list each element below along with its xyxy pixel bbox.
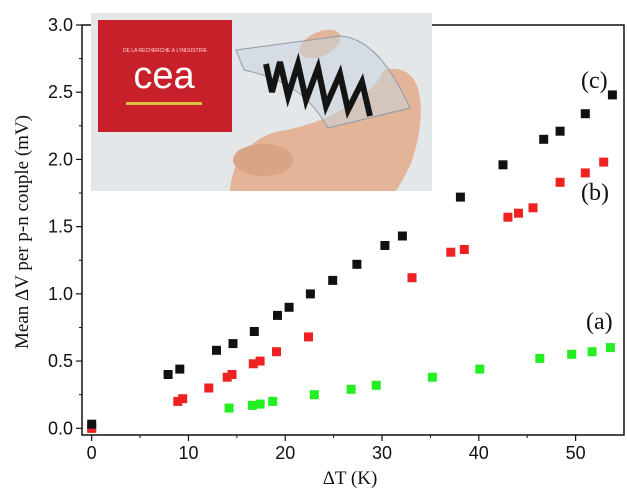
x-axis-label: ΔT (K) <box>323 468 378 489</box>
series-label-b: (b) <box>581 180 609 206</box>
data-point-series-b <box>580 168 590 178</box>
x-tick-label: 50 <box>566 443 586 463</box>
data-point-series-c <box>228 339 238 349</box>
data-point-series-c <box>498 160 508 170</box>
data-point-series-b <box>407 273 417 283</box>
data-point-series-b <box>255 356 265 366</box>
data-point-series-a <box>224 403 234 413</box>
cea-logo-card <box>98 20 232 132</box>
data-point-series-b <box>446 247 456 257</box>
data-point-series-c <box>163 370 173 379</box>
data-point-series-a <box>309 390 319 400</box>
data-points <box>87 90 617 433</box>
x-tick-label: 40 <box>469 443 489 463</box>
inset-photo: DE LA RECHERCHE À L'INDUSTRIE cea <box>91 13 432 191</box>
data-point-series-b <box>459 245 469 254</box>
data-point-series-a <box>346 384 356 394</box>
data-point-series-b <box>227 370 237 379</box>
data-point-series-b <box>222 372 232 382</box>
y-tick-label: 0.5 <box>48 351 73 371</box>
data-point-series-c <box>305 289 315 299</box>
axis-ticks <box>76 24 577 441</box>
data-point-series-b <box>204 383 214 393</box>
printed-pattern <box>263 52 373 119</box>
y-tick-label: 1.5 <box>48 217 73 237</box>
y-tick-label: 1.0 <box>48 284 73 304</box>
cea-logo-small-text: DE LA RECHERCHE À L'INDUSTRIE <box>123 47 208 54</box>
y-tick-label: 0.0 <box>48 418 73 438</box>
data-point-series-c <box>607 90 617 100</box>
cea-logo-text: cea <box>133 55 195 97</box>
data-point-series-a <box>247 400 257 410</box>
data-point-series-b <box>173 396 183 406</box>
data-point-series-b <box>304 332 313 342</box>
data-point-series-b <box>248 359 258 369</box>
data-point-series-a <box>371 380 381 390</box>
data-point-series-c <box>580 109 590 119</box>
data-point-series-c <box>175 364 185 374</box>
y-tick-label: 3.0 <box>48 15 73 35</box>
data-point-series-c <box>249 327 259 336</box>
cea-logo-underline <box>126 102 202 105</box>
y-tick-label: 2.0 <box>48 149 73 169</box>
data-point-series-a <box>535 353 545 363</box>
data-point-series-c <box>455 192 465 202</box>
data-point-series-c <box>87 419 97 429</box>
data-point-series-c <box>212 345 221 355</box>
data-point-series-b <box>272 347 281 357</box>
data-point-series-b <box>514 208 523 218</box>
data-point-series-a <box>475 364 485 374</box>
data-point-series-b <box>528 203 538 213</box>
data-point-series-c <box>273 310 282 320</box>
data-point-series-b <box>178 394 188 404</box>
data-point-series-a <box>567 349 577 359</box>
data-point-series-a <box>268 396 278 406</box>
data-point-series-a <box>605 343 615 353</box>
data-point-series-b <box>599 157 609 167</box>
x-tick-label: 20 <box>275 443 295 463</box>
axis-tick-labels: 0 10 20 30 40 50 0.0 0.5 1.0 1.5 2.0 2.5 3.0 <box>48 15 586 463</box>
series-label-a: (a) <box>586 309 613 335</box>
y-axis-label: Mean ΔV per p-n couple (mV) <box>12 115 33 349</box>
series-label-c: (c) <box>581 68 608 94</box>
x-tick-label: 10 <box>178 443 198 463</box>
thumb-shape <box>233 144 293 176</box>
data-point-series-c <box>555 126 565 136</box>
data-point-series-a <box>255 399 265 409</box>
data-point-series-c <box>328 275 338 285</box>
data-point-series-b <box>503 212 513 222</box>
data-point-series-a <box>587 347 597 357</box>
data-point-series-c <box>352 259 362 269</box>
x-tick-label: 30 <box>372 443 392 463</box>
data-point-series-a <box>427 372 437 382</box>
data-point-series-c <box>539 134 549 144</box>
x-tick-label: 0 <box>87 443 97 463</box>
y-tick-label: 2.5 <box>48 82 73 102</box>
data-point-series-c <box>397 231 407 241</box>
data-point-series-c <box>380 241 390 250</box>
data-point-series-b <box>555 177 565 187</box>
data-point-series-c <box>284 302 294 312</box>
